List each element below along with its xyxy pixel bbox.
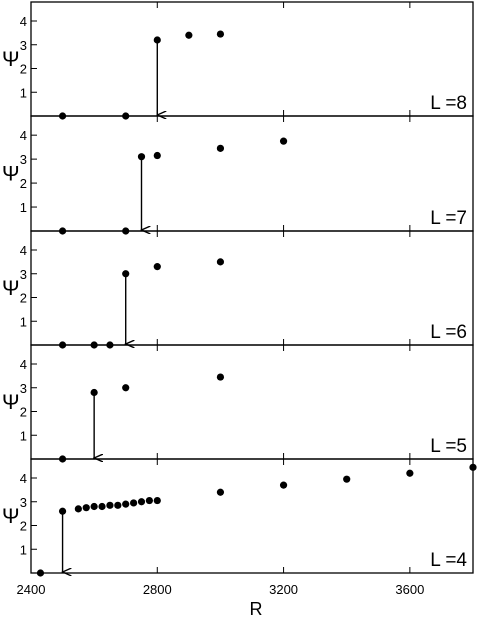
panel-5: 1 2 3 4 Ψ L =4 — [2, 458, 477, 577]
y-tick-label: 3 — [20, 381, 27, 396]
data-point — [153, 263, 161, 271]
panel-label: L =7 — [430, 208, 467, 229]
y-tick-label: 1 — [20, 85, 27, 100]
data-point — [130, 499, 138, 507]
y-axis-label: Ψ — [2, 163, 20, 186]
data-point — [90, 502, 98, 511]
data-point — [185, 31, 193, 39]
data-point — [122, 384, 130, 392]
data-point — [137, 153, 146, 161]
data-point — [82, 504, 90, 512]
panel-label: L =4 — [430, 550, 467, 571]
y-tick-label: 2 — [20, 62, 27, 77]
data-point — [279, 481, 288, 489]
panel-label: L =5 — [430, 436, 467, 457]
data-point — [122, 500, 130, 508]
y-tick-label: 2 — [20, 519, 27, 534]
data-point — [122, 270, 130, 278]
x-tick-label: 3600 — [395, 582, 424, 597]
y-tick-label: 3 — [20, 152, 27, 167]
x-axis-label: R — [250, 599, 263, 619]
data-point — [114, 501, 122, 509]
y-tick-label: 4 — [20, 357, 27, 372]
data-point — [36, 569, 45, 577]
y-tick-label: 2 — [20, 405, 27, 420]
y-tick-label: 4 — [20, 243, 27, 258]
panel-1: 1 2 3 4 Ψ L =8 — [2, 1, 474, 120]
x-tick-label: 3200 — [269, 582, 298, 597]
data-point — [145, 496, 153, 505]
y-tick-label: 3 — [20, 38, 27, 53]
panel-frame — [30, 458, 474, 574]
data-point — [469, 463, 477, 471]
data-point — [279, 137, 288, 145]
panel-frame — [30, 344, 474, 460]
data-point — [216, 144, 225, 152]
y-tick-label: 1 — [20, 200, 27, 215]
y-tick-label: 3 — [20, 267, 27, 282]
data-point — [90, 388, 98, 397]
data-point — [153, 151, 161, 160]
y-axis-label: Ψ — [2, 391, 20, 414]
data-point — [216, 258, 225, 266]
data-point — [153, 36, 161, 44]
data-point — [106, 501, 114, 509]
data-point — [216, 373, 225, 381]
y-axis-label: Ψ — [2, 505, 20, 528]
data-point — [137, 498, 146, 506]
y-tick-label: 4 — [20, 14, 27, 29]
y-tick-label: 2 — [20, 291, 27, 306]
panel-3: 1 2 3 4 Ψ L =6 — [2, 230, 474, 349]
data-point — [74, 505, 82, 513]
panel-label: L =8 — [430, 93, 467, 114]
panel-frame — [30, 230, 474, 346]
y-tick-label: 1 — [20, 542, 27, 557]
x-tick-label: 2800 — [143, 582, 172, 597]
x-tick-label: 2400 — [17, 582, 46, 597]
y-tick-label: 4 — [20, 471, 27, 486]
y-tick-label: 1 — [20, 314, 27, 329]
panel-2: 1 2 3 4 Ψ L =7 — [2, 115, 474, 235]
data-point — [153, 496, 161, 505]
data-point — [216, 488, 225, 496]
data-point — [406, 469, 414, 477]
data-point — [58, 507, 67, 515]
data-point — [98, 502, 106, 511]
y-tick-label: 1 — [20, 428, 27, 443]
data-point — [343, 475, 351, 483]
data-point — [216, 30, 225, 38]
y-tick-label: 3 — [20, 495, 27, 510]
panel-frame — [30, 115, 474, 232]
y-axis-label: Ψ — [2, 48, 20, 71]
panel-frame — [30, 1, 474, 117]
panels: 1 2 3 4 Ψ L =8 1 2 3 4 Ψ L =7 1 2 3 4 Ψ L =6 1 2 3 4 Ψ L =5 1 2 3 4… — [2, 1, 477, 597]
y-axis-label: Ψ — [2, 277, 20, 300]
panel-4: 1 2 3 4 Ψ L =5 — [2, 344, 474, 463]
y-tick-label: 2 — [20, 176, 27, 191]
panel-label: L =6 — [430, 322, 467, 343]
y-tick-label: 4 — [20, 128, 27, 143]
